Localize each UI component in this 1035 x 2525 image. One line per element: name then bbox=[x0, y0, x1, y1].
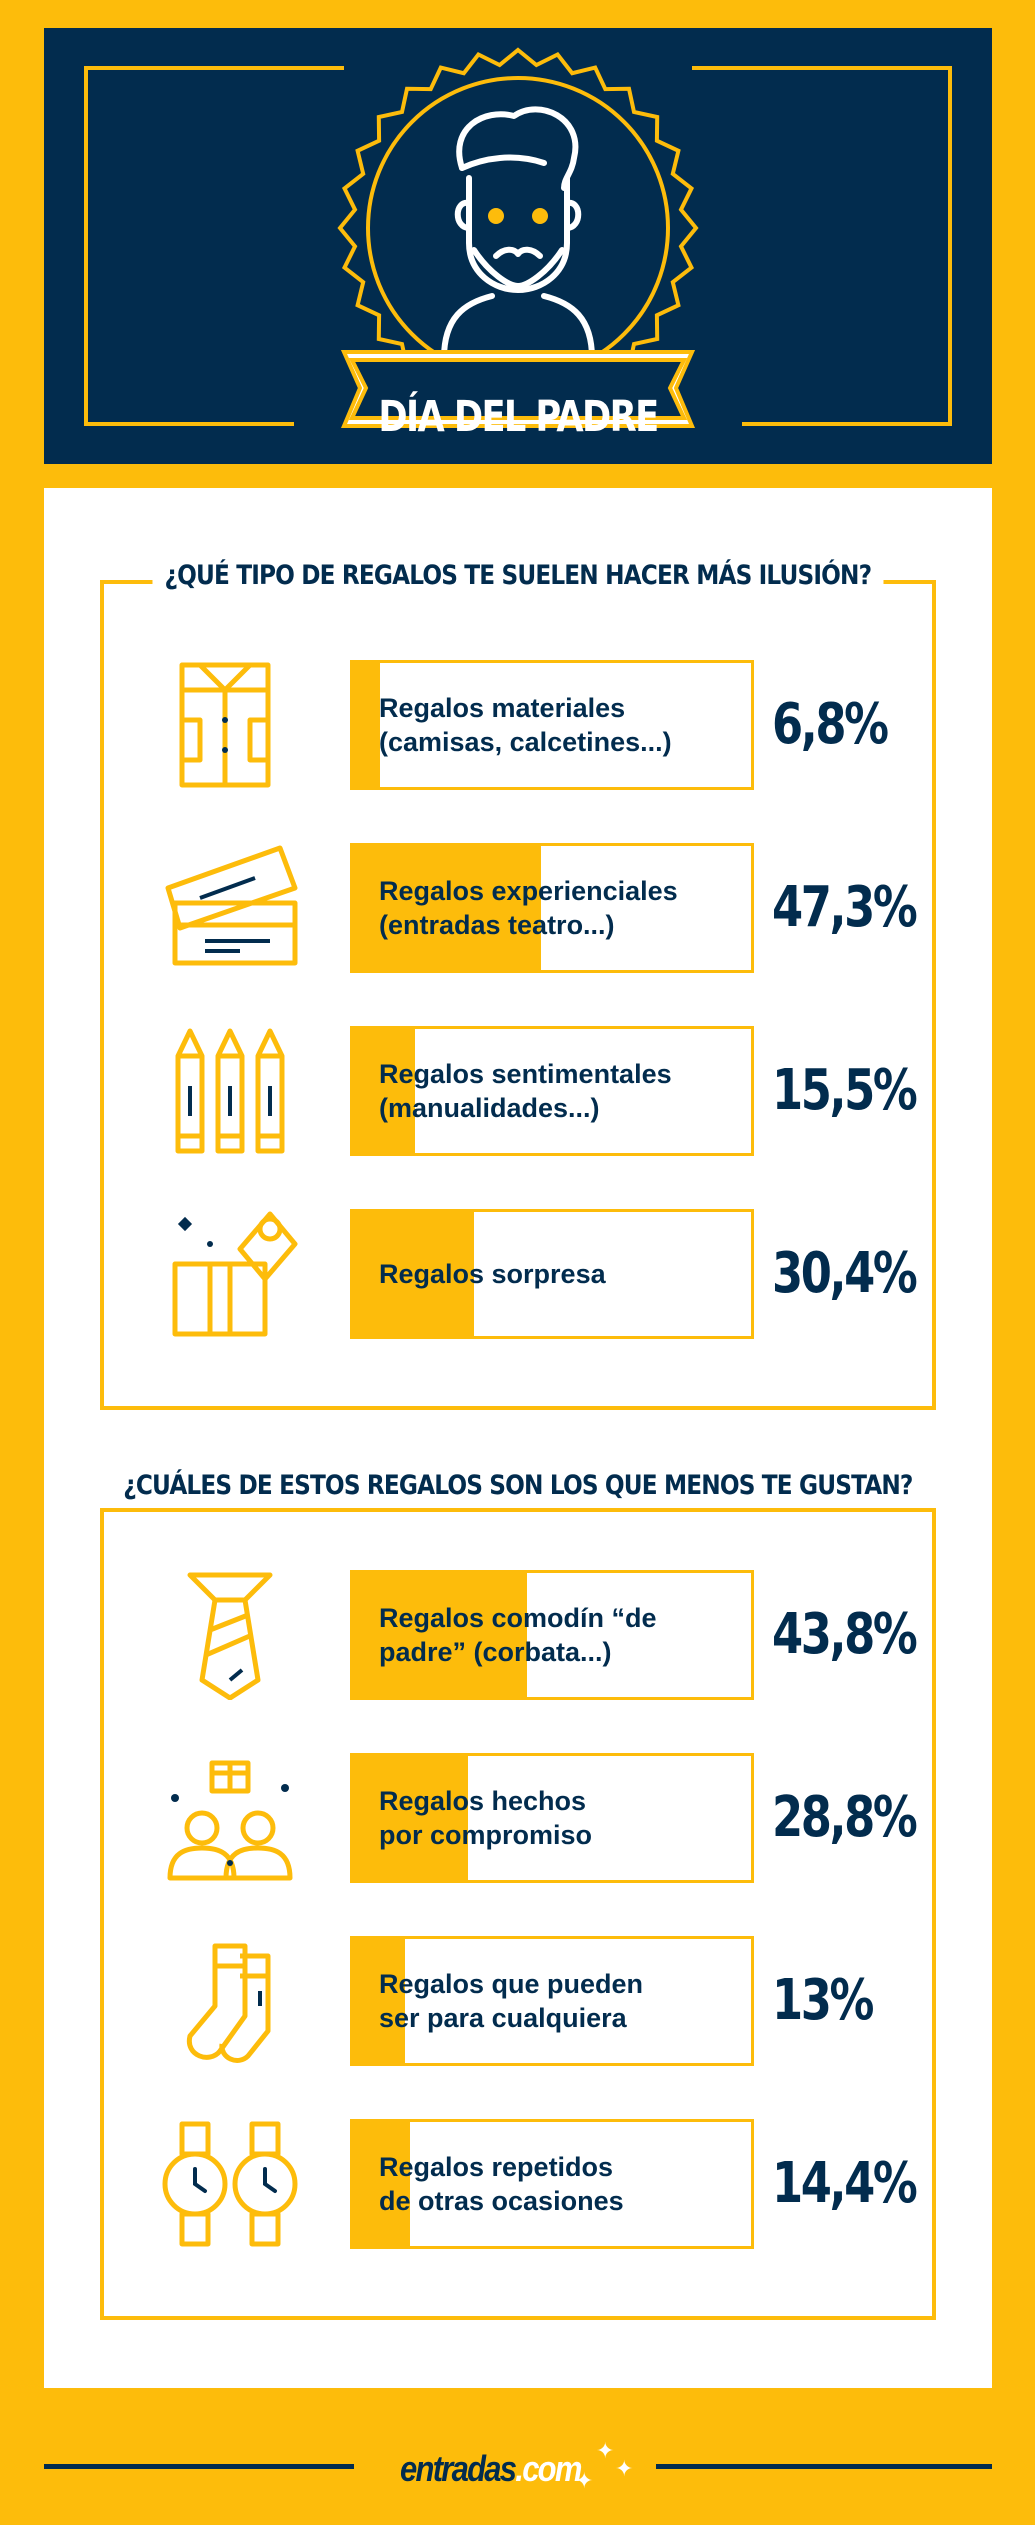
logo-text: entradas.com bbox=[400, 2448, 582, 2490]
bar-label: Regalos materiales (camisas, calcetines.… bbox=[379, 693, 672, 757]
list-item: Regalos sentimentales (manualidades...) … bbox=[0, 1026, 1035, 1156]
bar-label: Regalos que pueden ser para cualquiera bbox=[379, 1969, 644, 2033]
tickets-icon bbox=[165, 845, 298, 966]
socks-icon bbox=[186, 1943, 271, 2063]
tie-icon bbox=[187, 1572, 273, 1700]
list-item: Regalos sorpresa 30,4% bbox=[0, 1209, 1035, 1339]
logo-dot-text: .com bbox=[515, 2448, 582, 2489]
footer-line-right bbox=[656, 2464, 992, 2469]
section-box-menos-gustan bbox=[100, 1508, 936, 2320]
percentage-bar: Regalos que pueden ser para cualquiera bbox=[350, 1936, 754, 2066]
percentage-bar: Regalos hechos por compromiso bbox=[350, 1753, 754, 1883]
list-item: Regalos comodín “de padre” (corbata...) … bbox=[0, 1570, 1035, 1700]
percentage-value: 15,5% bbox=[772, 1058, 918, 1123]
bar-label: Regalos experienciales (entradas teatro.… bbox=[379, 876, 678, 940]
percentage-bar: Regalos repetidos de otras ocasiones bbox=[350, 2119, 754, 2249]
footer-line-left bbox=[44, 2464, 354, 2469]
percentage-value: 28,8% bbox=[772, 1785, 918, 1850]
crayons-icon bbox=[175, 1028, 285, 1154]
bar-fill bbox=[353, 1029, 415, 1153]
percentage-value: 47,3% bbox=[772, 875, 918, 940]
percentage-bar: Regalos sorpresa bbox=[350, 1209, 754, 1339]
content-panel bbox=[44, 488, 992, 2388]
percentage-bar: Regalos materiales (camisas, calcetines.… bbox=[350, 660, 754, 790]
logo-main-text: entradas bbox=[400, 2448, 517, 2489]
list-item: Regalos materiales (camisas, calcetines.… bbox=[0, 660, 1035, 790]
bar-label: Regalos sorpresa bbox=[379, 1259, 606, 1289]
bar-label: Regalos comodín “de padre” (corbata...) bbox=[379, 1603, 657, 1667]
bar-fill bbox=[353, 1573, 528, 1697]
list-item: Regalos hechos por compromiso 28,8% bbox=[0, 1753, 1035, 1883]
bar-fill bbox=[353, 1756, 468, 1880]
people-gift-icon bbox=[167, 1760, 293, 1881]
bar-fill bbox=[353, 1212, 474, 1336]
bar-fill bbox=[353, 846, 542, 970]
sparkle-icon: ✦ bbox=[596, 2438, 615, 2463]
brand-logo: entradas.com ✦ ✦ ✦ bbox=[400, 2438, 640, 2498]
bar-label: Regalos repetidos de otras ocasiones bbox=[379, 2152, 624, 2216]
percentage-value: 6,8% bbox=[772, 692, 889, 757]
section-title-menos-gustan: ¿CUÁLES DE ESTOS REGALOS SON LOS QUE MEN… bbox=[0, 1470, 1035, 1501]
page-title: DÍA DEL PADRE bbox=[378, 392, 659, 442]
sparkle-icon: ✦ bbox=[615, 2456, 634, 2481]
watches-icon bbox=[162, 2121, 298, 2247]
father-avatar-icon bbox=[84, 47, 952, 428]
bar-label: Regalos sentimentales (manualidades...) bbox=[379, 1059, 672, 1123]
percentage-value: 14,4% bbox=[772, 2151, 918, 2216]
bar-label: Regalos hechos por compromiso bbox=[379, 1786, 593, 1850]
percentage-value: 13% bbox=[772, 1968, 874, 2033]
percentage-value: 30,4% bbox=[772, 1241, 918, 1306]
percentage-bar: Regalos sentimentales (manualidades...) bbox=[350, 1026, 754, 1156]
section-title-ilusion: ¿QUÉ TIPO DE REGALOS TE SUELEN HACER MÁS… bbox=[0, 560, 1035, 591]
header-banner: DÍA DEL PADRE bbox=[44, 28, 992, 464]
list-item: Regalos repetidos de otras ocasiones 14,… bbox=[0, 2119, 1035, 2249]
percentage-value: 43,8% bbox=[772, 1602, 918, 1667]
sparkle-icon: ✦ bbox=[575, 2468, 594, 2493]
bar-fill bbox=[353, 663, 381, 787]
list-item: Regalos que pueden ser para cualquiera 1… bbox=[0, 1936, 1035, 2066]
bar-fill bbox=[353, 1939, 405, 2063]
gift-box-icon bbox=[172, 1211, 298, 1337]
shirt-icon bbox=[179, 662, 271, 788]
percentage-bar: Regalos comodín “de padre” (corbata...) bbox=[350, 1570, 754, 1700]
bar-fill bbox=[353, 2122, 411, 2246]
percentage-bar: Regalos experienciales (entradas teatro.… bbox=[350, 843, 754, 973]
list-item: Regalos experienciales (entradas teatro.… bbox=[0, 843, 1035, 973]
